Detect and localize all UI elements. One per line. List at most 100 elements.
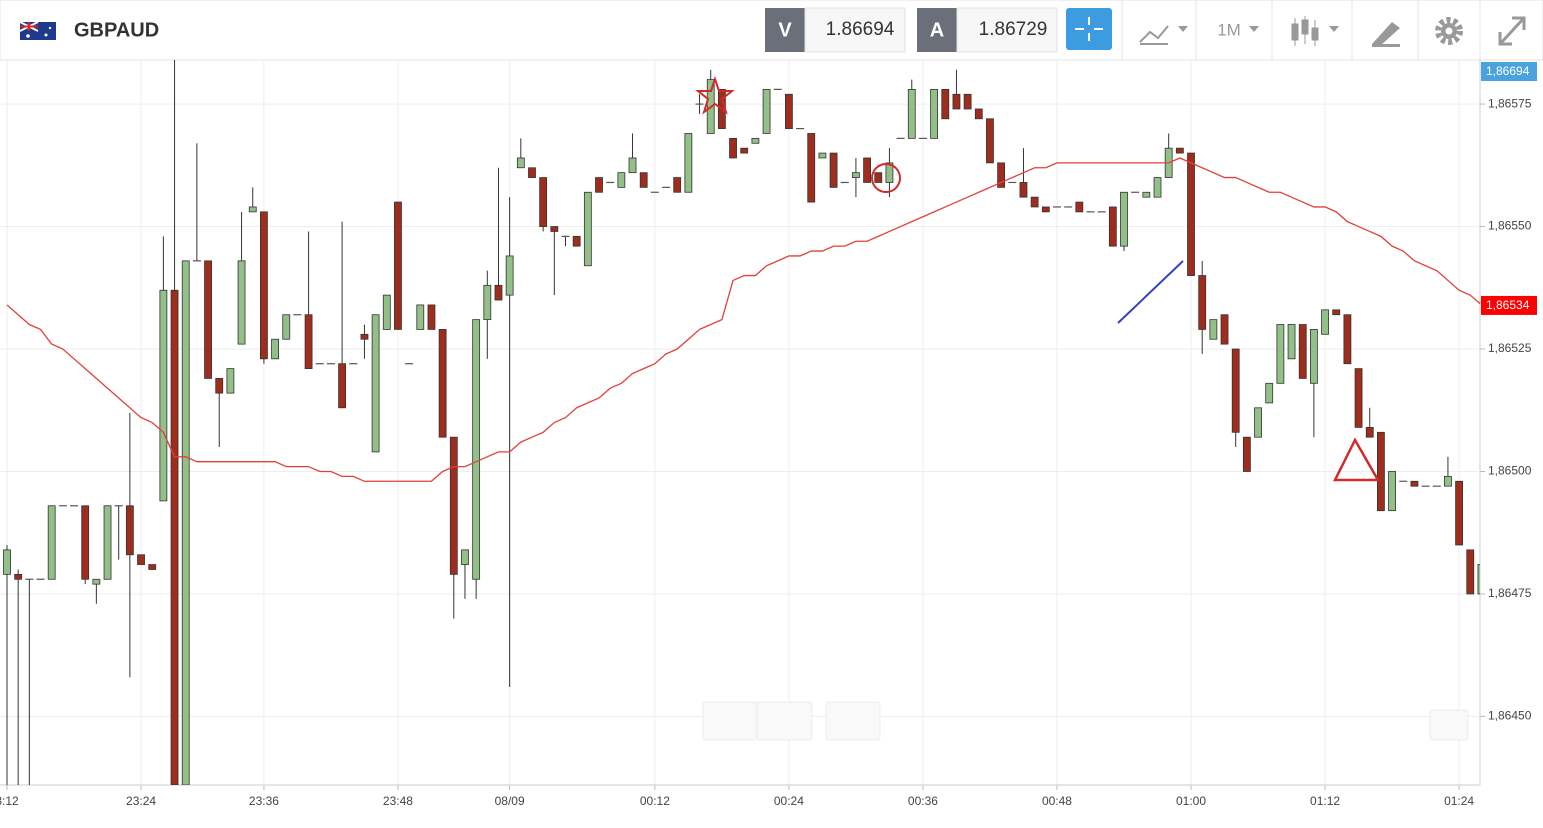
nav-button[interactable] [756, 701, 813, 741]
sell-price-box[interactable] [804, 7, 906, 53]
candle-body [785, 93, 793, 129]
candle-body [729, 137, 737, 159]
candle-body [997, 162, 1006, 188]
candle-body [371, 314, 380, 453]
candle-body [494, 284, 503, 301]
y-tick-label: 1,86550 [1488, 219, 1532, 233]
x-tick-label: 01:00 [1176, 794, 1206, 808]
sell-label: V [778, 19, 792, 41]
draw-icon[interactable] [1372, 22, 1400, 47]
candle-body [1153, 177, 1162, 198]
nav-buttons [702, 701, 1469, 741]
candle-body [1466, 549, 1475, 595]
candle-body [449, 436, 458, 575]
candle-body [416, 304, 425, 330]
timeframe[interactable]: 1M [1217, 20, 1241, 39]
candle-body [1287, 324, 1296, 360]
candle-body [572, 235, 581, 247]
buy-label: A [930, 19, 944, 41]
moving-average [6, 157, 1480, 482]
candle-body [1365, 426, 1374, 438]
x-tick-label: 08/09 [495, 794, 525, 808]
x-tick-label: 00:24 [774, 794, 804, 808]
candle-body [1175, 147, 1184, 154]
candle-body [874, 172, 883, 183]
candle-body [1075, 201, 1084, 213]
sell-button[interactable] [765, 8, 805, 52]
nav-button[interactable] [702, 701, 758, 741]
x-tick-label: 23:48 [383, 794, 413, 808]
candle-body [472, 319, 481, 580]
y-tick-label: 1,86575 [1488, 96, 1532, 110]
candle-body [148, 564, 157, 570]
x-tick-label: 01:24 [1444, 794, 1474, 808]
candle-body [740, 147, 749, 154]
candle-body [684, 133, 693, 193]
candle-body [1242, 436, 1251, 472]
candle-body [1209, 319, 1218, 340]
caret[interactable] [1329, 26, 1339, 32]
candle-body [863, 157, 871, 183]
candles-icon[interactable] [1291, 16, 1319, 46]
y-tick-label: 1,86500 [1488, 464, 1532, 478]
candle-body [1477, 564, 1480, 595]
candle-body [807, 133, 816, 203]
candle-body [673, 177, 682, 193]
candle-body [1220, 314, 1229, 345]
candle-body [818, 152, 827, 159]
expand-icon[interactable] [1498, 16, 1526, 46]
buy-button[interactable] [917, 8, 957, 52]
candle-body [483, 284, 492, 321]
candle-body [382, 294, 391, 330]
annotations [695, 75, 1381, 482]
x-tick-label: 00:36 [908, 794, 938, 808]
candle-body [639, 172, 648, 188]
candle-body [438, 329, 447, 438]
candle-body [92, 578, 101, 585]
nav-button[interactable] [825, 701, 881, 741]
candle-body [852, 172, 860, 178]
candle-body [550, 226, 559, 232]
y-tick-label: 1,86525 [1488, 341, 1532, 355]
caret[interactable] [1249, 26, 1259, 32]
candle-body [1321, 309, 1329, 335]
candle-body [181, 260, 190, 785]
circle-drawing [871, 163, 901, 193]
candle-body [617, 172, 626, 188]
candle-body [47, 505, 56, 580]
settings-icon[interactable] [1435, 17, 1463, 45]
candle-body [1455, 480, 1463, 546]
candle-body [1410, 480, 1419, 487]
flag-icon [19, 21, 56, 40]
nav-button[interactable] [1429, 709, 1469, 741]
ma-tag: 1,86534 [1486, 298, 1530, 312]
candle-body [248, 206, 257, 213]
candle-body [1298, 324, 1307, 379]
ma-tag-bg [1481, 295, 1537, 315]
price-tag-bg [1481, 62, 1537, 81]
buy-price: 1.86729 [979, 19, 1048, 40]
candle-body [103, 505, 112, 580]
buy-price-box[interactable] [956, 7, 1058, 53]
candle-body [829, 152, 838, 188]
candle-body [1444, 475, 1452, 487]
candle-body [1198, 275, 1207, 330]
trend-line-drawing [1117, 260, 1184, 324]
candle-body [751, 137, 760, 144]
candle-body [963, 93, 972, 110]
crosshair-button[interactable] [1066, 8, 1112, 50]
candle-body [1231, 348, 1240, 433]
candle-body [1142, 191, 1151, 198]
candle-body [137, 554, 145, 565]
plot [3, 60, 1480, 785]
candle-body [595, 177, 603, 193]
candle-body [528, 167, 536, 178]
candle-body [516, 157, 525, 169]
y-tick-label: 1,86450 [1488, 709, 1532, 723]
candle-body [394, 201, 402, 330]
candle-body [974, 108, 983, 120]
candle-body [215, 378, 224, 394]
caret[interactable] [1178, 26, 1188, 32]
chart-type-icon[interactable] [1139, 25, 1169, 45]
